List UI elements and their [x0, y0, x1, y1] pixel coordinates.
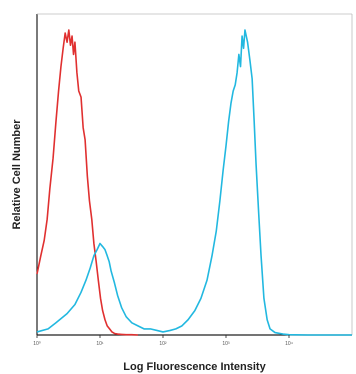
y-axis-title: Relative Cell Number — [11, 119, 23, 230]
histogram-series-line-1 — [36, 29, 138, 336]
x-tick-label: 10⁴ — [285, 341, 293, 347]
x-tick-label: 10⁰ — [33, 341, 41, 347]
x-tick-label: 10¹ — [96, 341, 104, 347]
x-axis-title: Log Fluorescence Intensity — [123, 361, 266, 373]
series-layer — [36, 29, 352, 336]
x-tick-layer: 10⁰ 10¹ 10² 10³ 10⁴ — [33, 335, 293, 347]
plot-frame — [36, 13, 353, 336]
x-tick-label: 10³ — [222, 341, 230, 347]
x-tick-label: 10² — [159, 341, 167, 347]
histogram-series-line-2 — [36, 29, 352, 336]
